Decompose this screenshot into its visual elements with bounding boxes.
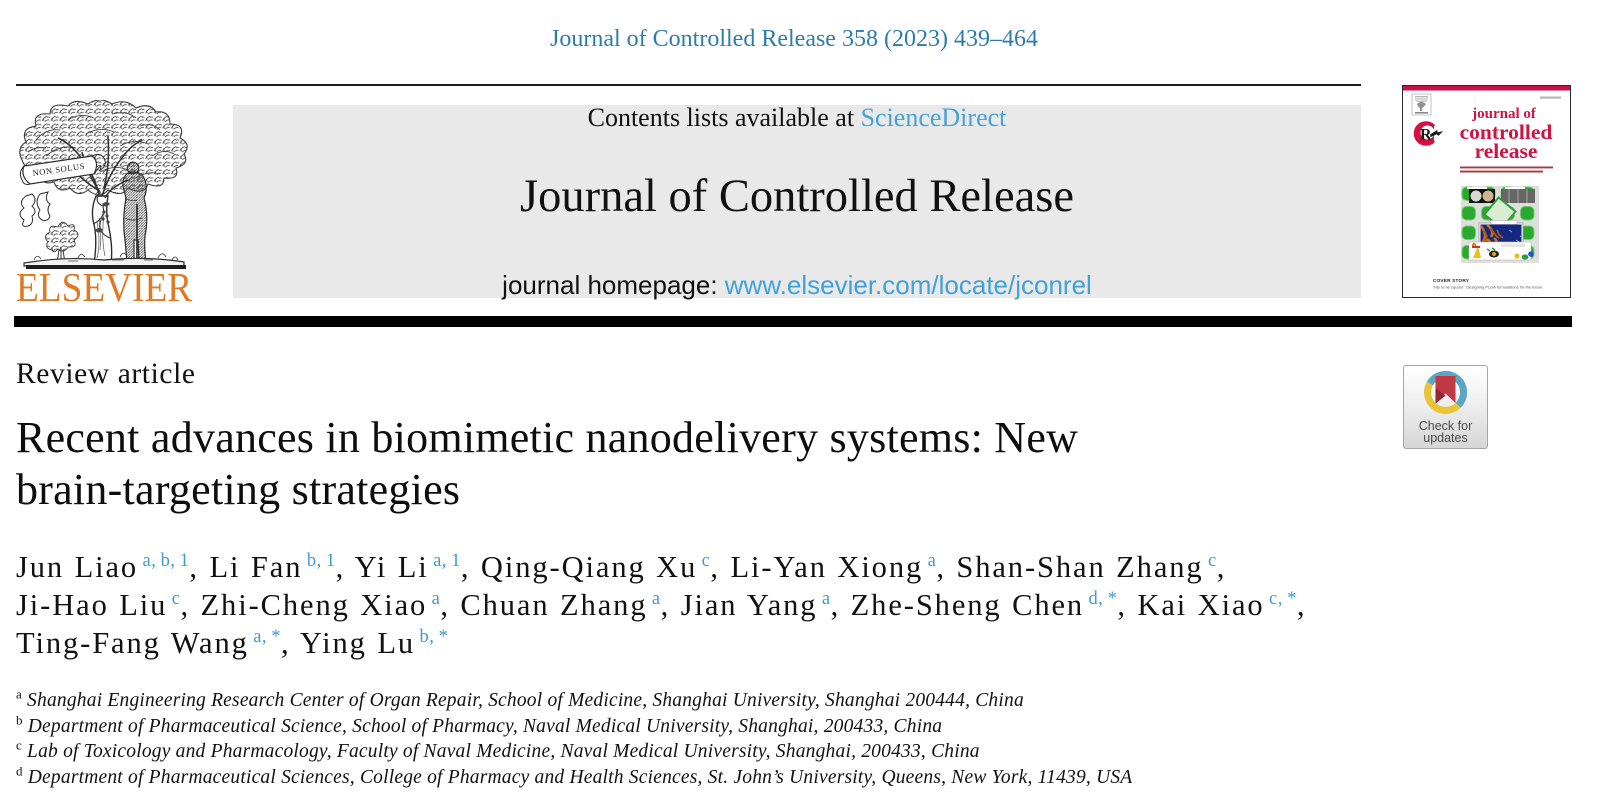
svg-text:journal of: journal of <box>1471 106 1537 122</box>
svg-text:COVER STORY: COVER STORY <box>1433 278 1470 283</box>
svg-text:updates: updates <box>1423 431 1467 445</box>
svg-text:Check for: Check for <box>1419 419 1473 433</box>
svg-text:‘Hip to be square’: Designing: ‘Hip to be square’: Designing PLGA formu… <box>1433 285 1543 290</box>
svg-text:release: release <box>1475 139 1538 163</box>
svg-text:controlled: controlled <box>1460 120 1553 144</box>
svg-text:R: R <box>1420 127 1432 144</box>
